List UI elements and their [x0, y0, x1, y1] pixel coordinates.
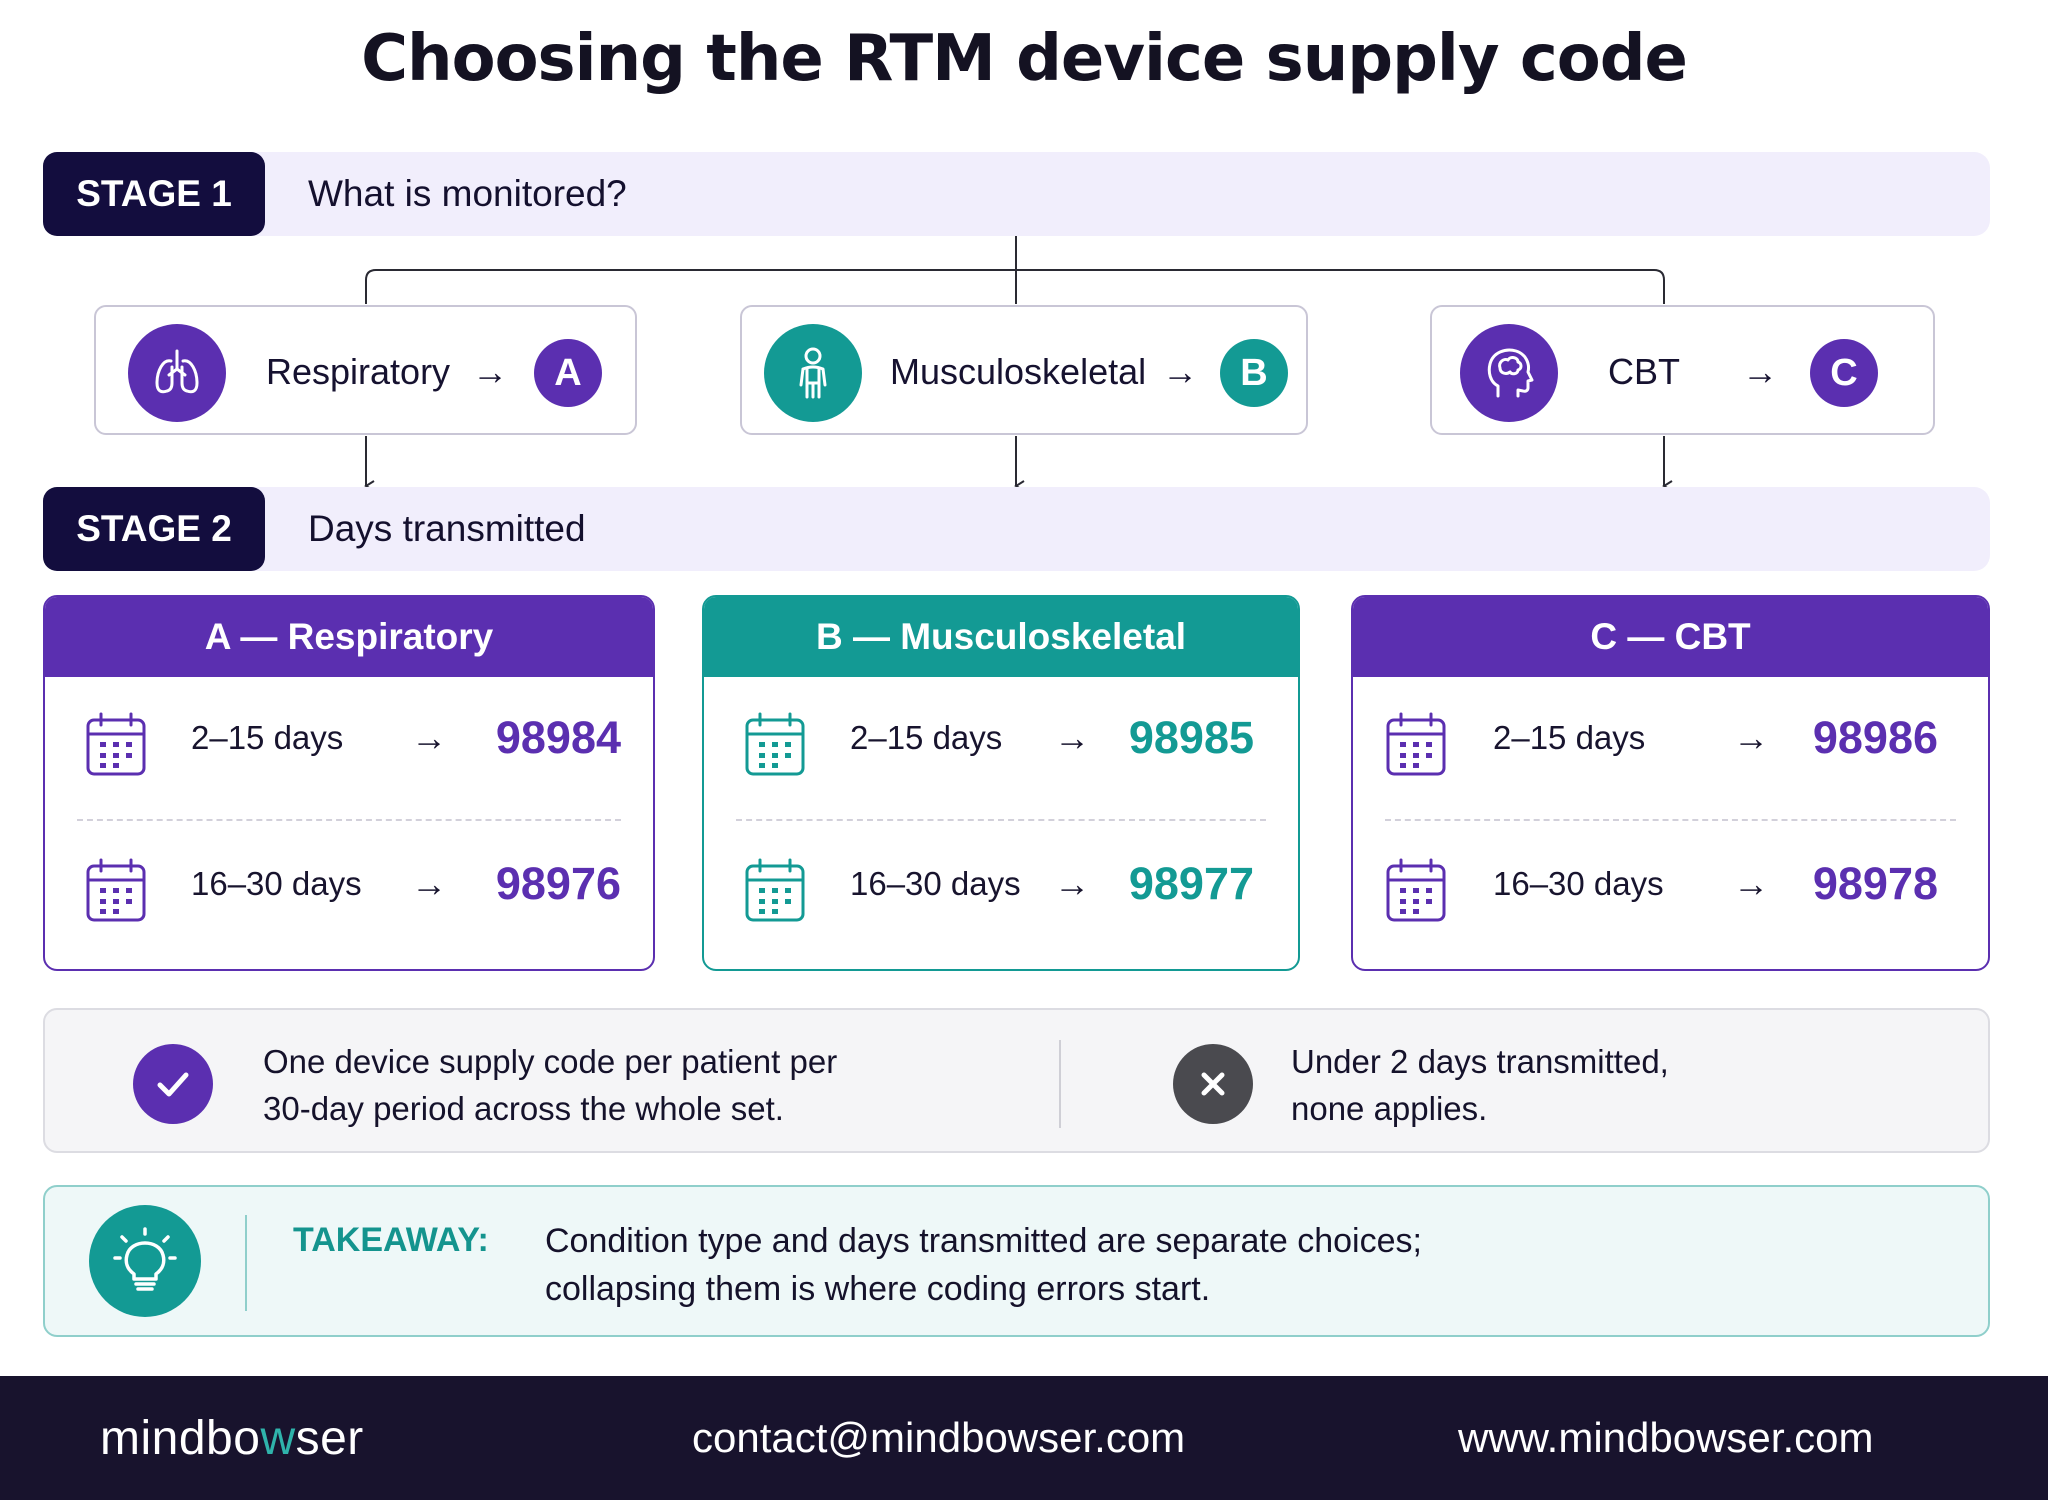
days-range: 2–15 days: [191, 719, 344, 756]
calendar-icon: [86, 712, 146, 776]
calendar-icon: [86, 858, 146, 922]
checkmark-icon: [133, 1044, 213, 1124]
exception-line-2: none applies.: [1291, 1090, 1488, 1127]
arrow-icon: →: [1733, 717, 1769, 758]
row-divider: [736, 819, 1266, 821]
takeaway-divider: [245, 1215, 247, 1311]
code-row: 16–30 days → 98977: [704, 829, 1298, 939]
cpt-code: 98986: [1812, 712, 1938, 763]
letter-badge-b: B: [1220, 339, 1288, 407]
condition-card-cbt: CBT → C: [1430, 305, 1935, 435]
days-range: 16–30 days: [850, 865, 1021, 902]
person-icon: [764, 324, 862, 422]
condition-card-musculoskeletal: Musculoskeletal → B: [740, 305, 1308, 435]
stage-2-question: Days transmitted: [308, 508, 586, 549]
brand-part: mindbo: [100, 1411, 261, 1465]
arrow-icon: →: [1054, 717, 1090, 758]
brand-part: ser: [295, 1411, 364, 1465]
code-row: 2–15 days → 98986: [1353, 683, 1988, 793]
cpt-code: 98976: [495, 858, 621, 909]
note-divider: [1059, 1040, 1061, 1128]
code-card-musculoskeletal: B — Musculoskeletal 2–15 days → 98985 16…: [702, 595, 1300, 971]
calendar-icon: [1386, 712, 1446, 776]
days-range: 16–30 days: [1493, 865, 1664, 902]
arrow-icon: →: [1742, 351, 1778, 392]
arrow-icon: →: [411, 717, 447, 758]
brand-accent: w: [260, 1411, 296, 1465]
arrow-icon: →: [1162, 351, 1198, 392]
rule-line-2: 30-day period across the whole set.: [263, 1090, 784, 1127]
row-divider: [77, 819, 621, 821]
stage-1-question: What is monitored?: [308, 173, 627, 214]
code-card-respiratory: A — Respiratory 2–15 days → 98984 16–30 …: [43, 595, 655, 971]
takeaway-line-1: Condition type and days transmitted are …: [545, 1222, 1422, 1260]
takeaway-line-2: collapsing them is where coding errors s…: [545, 1270, 1211, 1308]
stage-2-band: STAGE 2 Days transmitted: [43, 487, 1990, 571]
lightbulb-icon: [89, 1205, 201, 1317]
takeaway-label: TAKEAWAY:: [293, 1221, 489, 1259]
condition-label: CBT: [1608, 351, 1680, 392]
page-title: Choosing the RTM device supply code: [361, 22, 1688, 96]
cpt-code: 98978: [1812, 858, 1938, 909]
brand-logo: mindbo w ser: [100, 1376, 364, 1500]
stage-1-band: STAGE 1 What is monitored?: [43, 152, 1990, 236]
rule-line-1: One device supply code per patient per: [263, 1043, 838, 1080]
calendar-icon: [745, 712, 805, 776]
branch-line: [365, 269, 1665, 304]
code-card-cbt: C — CBT 2–15 days → 98986 16–30 days → 9…: [1351, 595, 1990, 971]
footer: mindbo w ser contact@mindbowser.com www.mi…: [0, 1376, 2048, 1500]
cpt-code: 98985: [1128, 712, 1254, 763]
code-row: 2–15 days → 98985: [704, 683, 1298, 793]
code-row: 16–30 days → 98976: [45, 829, 653, 939]
cpt-code: 98977: [1128, 858, 1254, 909]
website-link[interactable]: www.mindbowser.com: [1458, 1414, 1874, 1461]
rules-note-box: One device supply code per patient per 3…: [43, 1008, 1990, 1153]
row-divider: [1385, 819, 1956, 821]
brain-head-icon: [1460, 324, 1558, 422]
stage-1-badge: STAGE 1: [43, 152, 265, 236]
arrow-icon: →: [1733, 863, 1769, 904]
exception-text: Under 2 days transmitted, none applies.: [1291, 1038, 1669, 1132]
takeaway-box: TAKEAWAY: Condition type and days transm…: [43, 1185, 1990, 1337]
contact-email-link[interactable]: contact@mindbowser.com: [692, 1414, 1186, 1461]
days-range: 2–15 days: [1493, 719, 1646, 756]
calendar-icon: [745, 858, 805, 922]
days-range: 2–15 days: [850, 719, 1003, 756]
arrow-icon: →: [472, 351, 508, 392]
condition-label: Musculoskeletal: [890, 351, 1147, 392]
code-row: 16–30 days → 98978: [1353, 829, 1988, 939]
code-card-header: A — Respiratory: [45, 597, 653, 677]
calendar-icon: [1386, 858, 1446, 922]
letter-badge-c: C: [1810, 339, 1878, 407]
arrow-icon: →: [411, 863, 447, 904]
exception-line-1: Under 2 days transmitted,: [1291, 1043, 1669, 1080]
letter-badge-a: A: [534, 339, 602, 407]
stage-2-badge: STAGE 2: [43, 487, 265, 571]
condition-card-respiratory: Respiratory → A: [94, 305, 637, 435]
condition-label: Respiratory: [266, 351, 451, 392]
cpt-code: 98984: [495, 712, 621, 763]
x-icon: [1173, 1044, 1253, 1124]
code-row: 2–15 days → 98984: [45, 683, 653, 793]
takeaway-text: Condition type and days transmitted are …: [545, 1217, 1422, 1313]
code-card-header: C — CBT: [1353, 597, 1988, 677]
code-card-header: B — Musculoskeletal: [704, 597, 1298, 677]
arrow-icon: →: [1054, 863, 1090, 904]
rule-text: One device supply code per patient per 3…: [263, 1038, 837, 1132]
days-range: 16–30 days: [191, 865, 362, 902]
lungs-icon: [128, 324, 226, 422]
